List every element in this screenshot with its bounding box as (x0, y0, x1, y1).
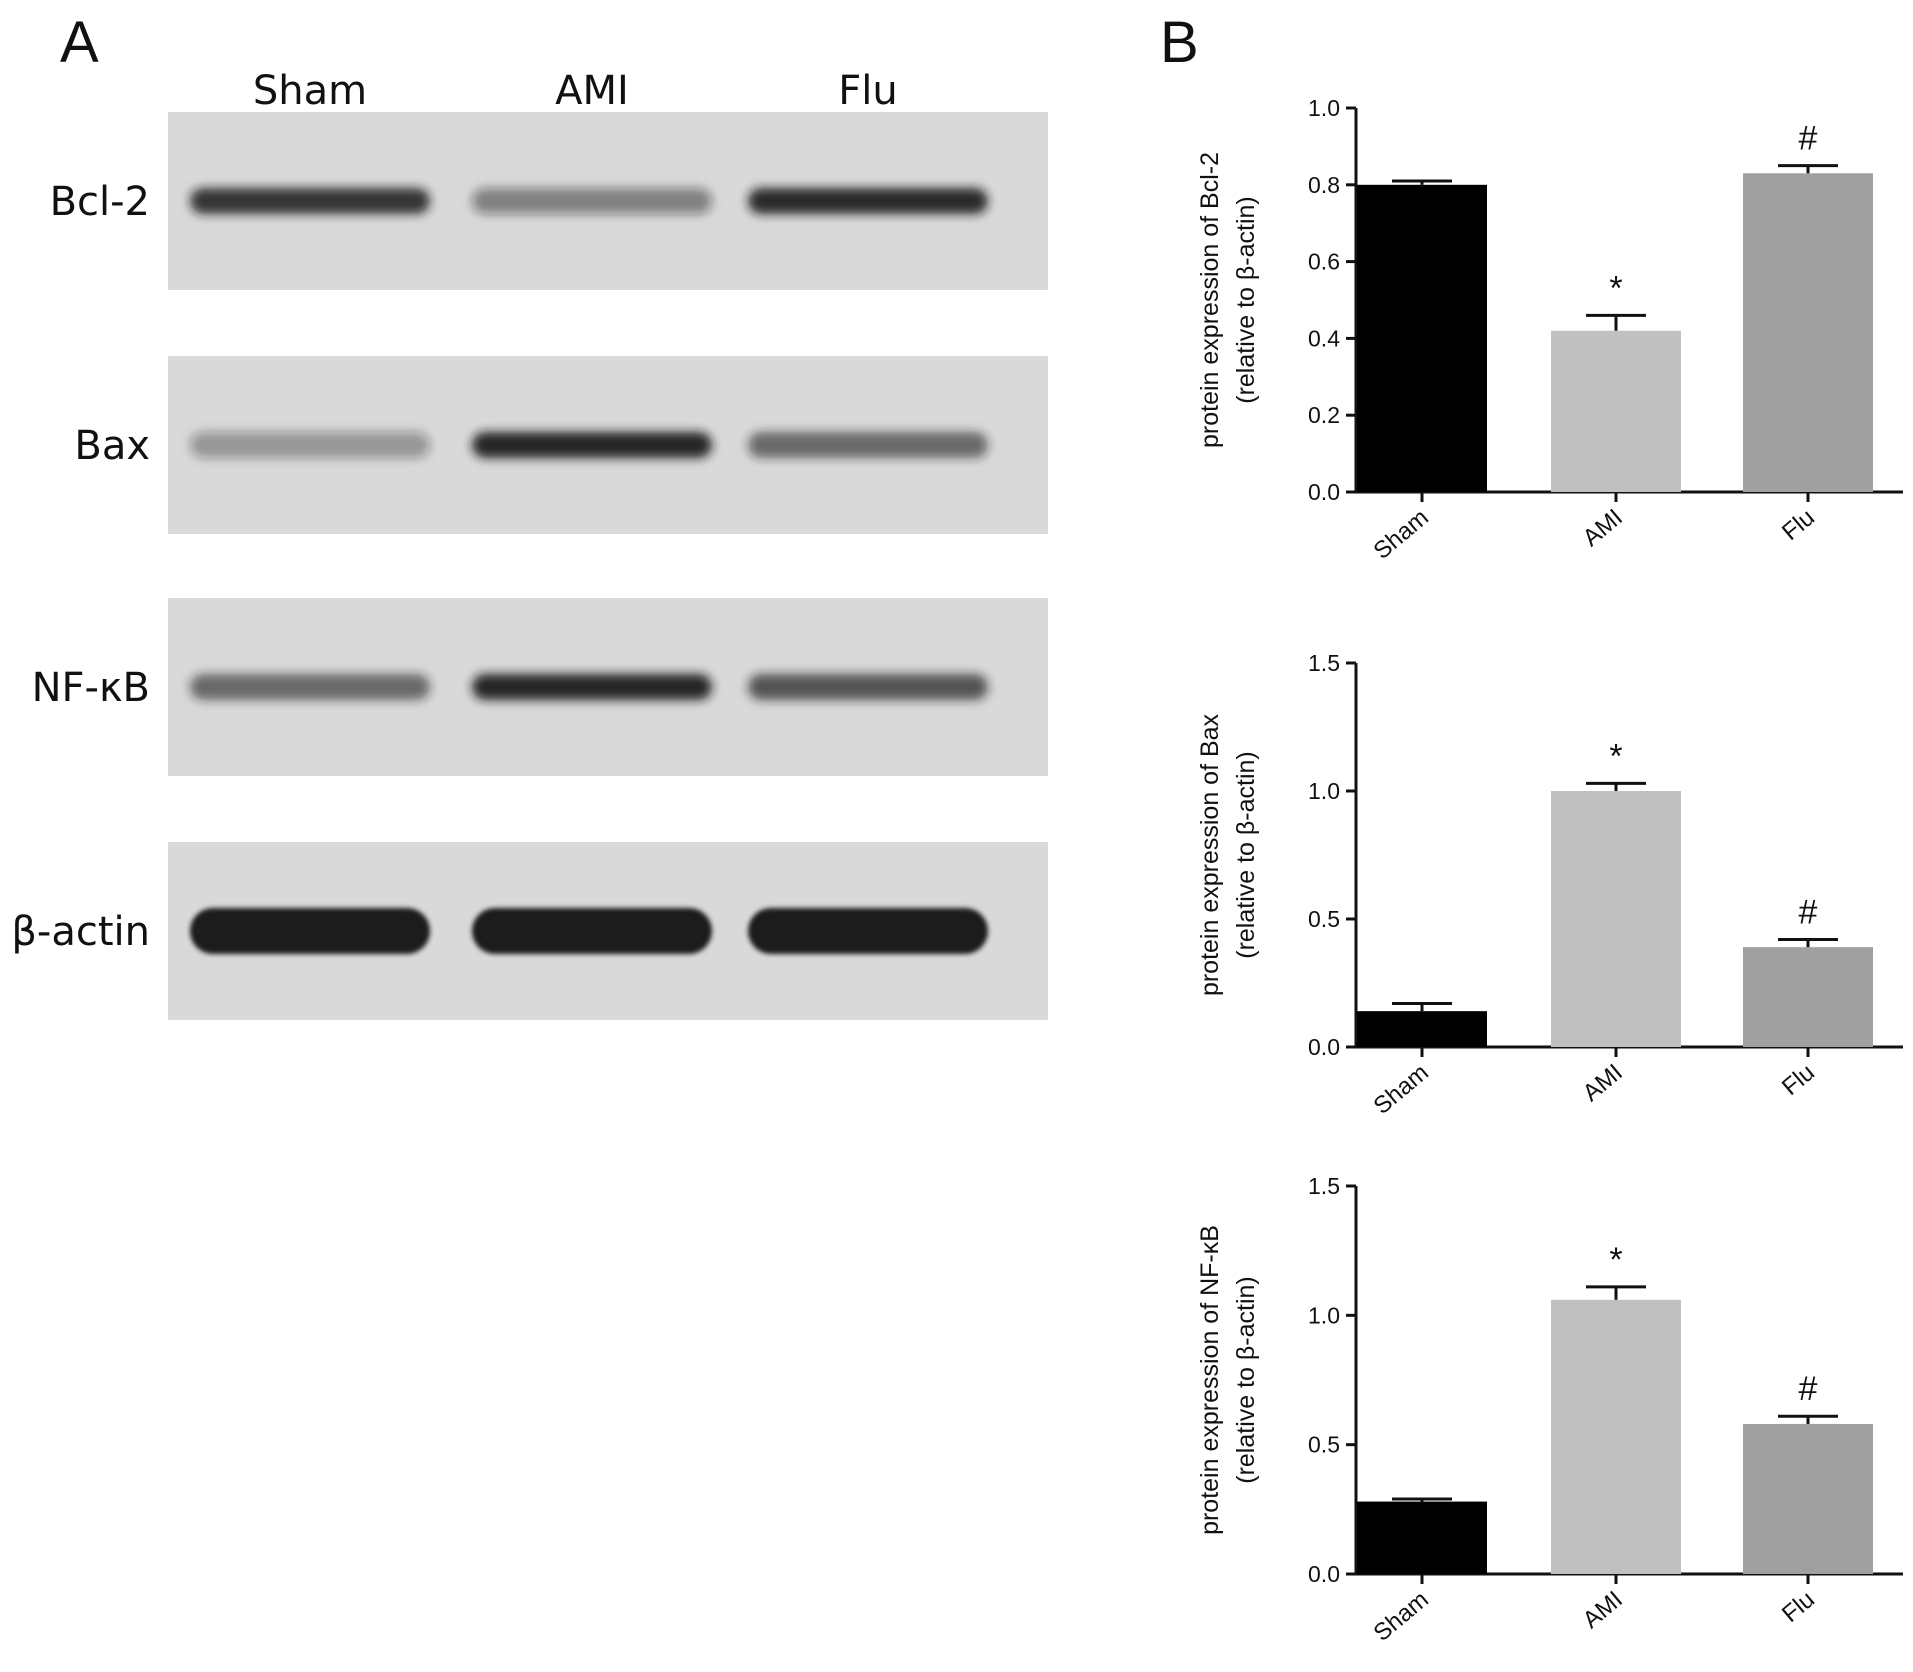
blot-band (748, 188, 988, 214)
blot-band (190, 188, 430, 214)
y-tick-label: 1.5 (1308, 1173, 1340, 1199)
blot-band (472, 432, 712, 458)
bar-chart-1: 0.0 0.2 0.4 0.6 0.8 1.0 protein expression of … (1196, 95, 1903, 565)
lane-label-sham: Sham (253, 68, 367, 114)
y-tick-label: 1.5 (1308, 650, 1340, 676)
significance-mark-flu: # (1799, 1370, 1818, 1408)
y-tick-label: 0.5 (1308, 1432, 1340, 1458)
y-tick-label: 1.0 (1308, 95, 1340, 121)
category-label-flu: Flu (1777, 1586, 1820, 1628)
lane-label-ami: AMI (555, 68, 629, 114)
category-label-sham: Sham (1368, 1059, 1433, 1120)
y-tick-label: 0.0 (1308, 1034, 1340, 1060)
y-tick-label: 0.5 (1308, 906, 1340, 932)
blot-band (190, 908, 430, 954)
y-axis-label-line2: (relative to β-actin) (1232, 1276, 1260, 1484)
y-axis-label-line2: (relative to β-actin) (1232, 751, 1260, 959)
category-label-flu: Flu (1777, 1059, 1820, 1101)
y-tick-label: 0.6 (1308, 249, 1340, 275)
blot-band (190, 674, 430, 700)
y-axis-label: protein expression of Bcl-2 (relative to … (1196, 152, 1260, 448)
bar-flu (1743, 1423, 1873, 1574)
significance-mark-flu: # (1799, 120, 1818, 158)
blot-band (748, 908, 988, 954)
y-axis-label-line2: (relative to β-actin) (1232, 196, 1260, 404)
blot-band (472, 674, 712, 700)
y-tick-label: 0.4 (1308, 325, 1340, 351)
panel-label-b: B (1160, 10, 1199, 75)
significance-mark-ami: * (1609, 737, 1622, 775)
category-label-ami: AMI (1578, 504, 1628, 552)
y-tick-label: 0.8 (1308, 172, 1340, 198)
protein-label: Bcl-2 (50, 179, 150, 225)
bar-flu (1743, 947, 1873, 1047)
y-axis-label-line1: protein expression of Bax (1196, 713, 1224, 996)
category-label-ami: AMI (1578, 1586, 1628, 1634)
bar-ami (1551, 791, 1681, 1047)
lane-label-flu: Flu (838, 68, 897, 114)
y-axis-label-line1: protein expression of NF-κB (1196, 1225, 1224, 1535)
bar-ami (1551, 1299, 1681, 1574)
blot-band (190, 432, 430, 458)
protein-label: Bax (74, 423, 150, 469)
bar-sham (1357, 1011, 1487, 1047)
category-label-sham: Sham (1368, 1586, 1433, 1647)
category-label-flu: Flu (1777, 504, 1820, 546)
blot-band (748, 432, 988, 458)
bar-chart-2: 0.0 0.5 1.0 1.5 protein expression of Bax (re… (1196, 650, 1903, 1120)
significance-mark-flu: # (1799, 893, 1818, 931)
y-axis-label-line1: protein expression of Bcl-2 (1196, 152, 1224, 448)
y-tick-label: 0.0 (1308, 479, 1340, 505)
category-label-ami: AMI (1578, 1059, 1628, 1107)
y-tick-label: 1.0 (1308, 778, 1340, 804)
bar-charts: 0.0 0.2 0.4 0.6 0.8 1.0 protein expression of … (1196, 95, 1903, 1647)
blot-band (748, 674, 988, 700)
significance-mark-ami: * (1609, 1241, 1622, 1279)
y-tick-label: 0.0 (1308, 1561, 1340, 1587)
blot-band (472, 188, 712, 214)
western-blot: Sham AMI Flu Bcl-2 Bax NF-κB β-actin (11, 68, 1048, 1020)
bar-sham (1357, 1501, 1487, 1574)
bar-flu (1743, 173, 1873, 492)
panel-label-a: A (60, 10, 99, 75)
category-label-sham: Sham (1368, 504, 1433, 565)
bar-chart-3: 0.0 0.5 1.0 1.5 protein expression of NF-κB (… (1196, 1173, 1903, 1647)
y-axis-label: protein expression of NF-κB (relative to … (1196, 1225, 1260, 1535)
y-tick-label: 1.0 (1308, 1302, 1340, 1328)
blot-band (472, 908, 712, 954)
bar-ami (1551, 330, 1681, 492)
protein-label: NF-κB (32, 665, 150, 711)
y-axis-label: protein expression of Bax (relative to β-… (1196, 713, 1260, 996)
y-tick-label: 0.2 (1308, 402, 1340, 428)
protein-label: β-actin (11, 909, 150, 955)
bar-sham (1357, 184, 1487, 493)
significance-mark-ami: * (1609, 269, 1622, 307)
